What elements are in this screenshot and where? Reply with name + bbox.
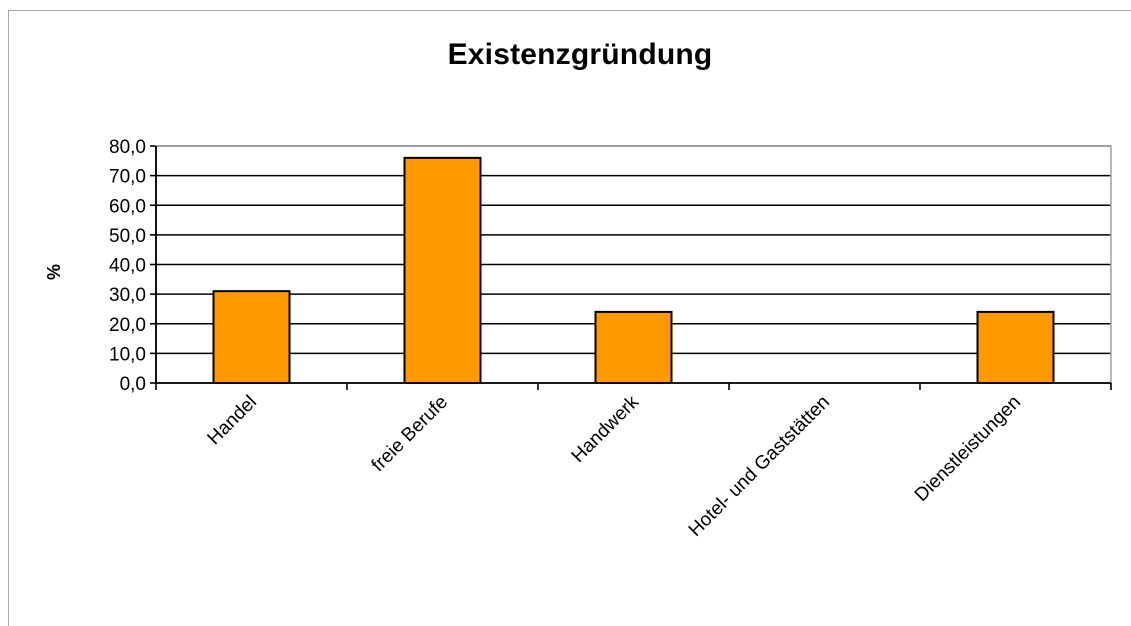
- y-tick-label: 50,0: [109, 226, 146, 247]
- y-tick-labels: 0,0 10,0 20,0 30,0 40,0 50,0 60,0 70,0 80,0: [109, 137, 146, 395]
- x-tick-label: freie Berufe: [368, 392, 452, 476]
- bars: [212, 156, 1055, 385]
- y-tick-label: 0,0: [120, 374, 146, 395]
- y-axis-label: %: [44, 264, 64, 280]
- y-tick-label: 10,0: [109, 344, 146, 365]
- bar-dienstleistungen: [976, 310, 1055, 384]
- x-tick-label: Hotel- und Gaststätten: [685, 392, 834, 541]
- frame-top-border: [8, 10, 1131, 11]
- chart-title: Existenzgründung: [447, 38, 713, 71]
- bar-freie-berufe: [403, 156, 482, 384]
- x-tick-label: Handwerk: [568, 391, 644, 467]
- axes: [150, 145, 1112, 390]
- frame-left-border: [8, 10, 9, 626]
- y-tick-label: 40,0: [109, 256, 146, 277]
- x-tick-label: Handel: [204, 392, 261, 449]
- y-tick-label: 70,0: [109, 167, 146, 188]
- x-tick-label: Dienstleistungen: [911, 392, 1025, 506]
- x-tick-labels: Handel freie Berufe Handwerk Hotel- und Gas…: [204, 391, 1025, 541]
- bar-handel: [212, 290, 291, 385]
- y-tick-label: 20,0: [109, 315, 146, 336]
- bar-handwerk: [594, 310, 673, 384]
- y-tick-label: 80,0: [109, 137, 146, 158]
- y-tick-label: 30,0: [109, 285, 146, 306]
- y-tick-label: 60,0: [109, 196, 146, 217]
